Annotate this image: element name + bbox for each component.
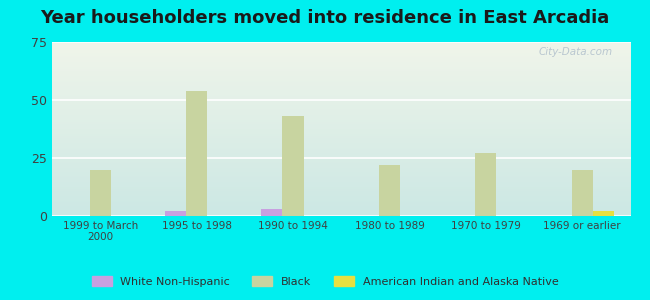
Bar xyxy=(283,116,304,216)
Bar xyxy=(165,212,186,216)
Text: City-Data.com: City-Data.com xyxy=(539,47,613,57)
Text: Year householders moved into residence in East Arcadia: Year householders moved into residence i… xyxy=(40,9,610,27)
Bar xyxy=(186,91,207,216)
Bar xyxy=(90,169,110,216)
Legend: White Non-Hispanic, Black, American Indian and Alaska Native: White Non-Hispanic, Black, American Indi… xyxy=(87,272,563,291)
Bar xyxy=(261,209,283,216)
Bar xyxy=(572,169,593,216)
Bar xyxy=(475,153,497,216)
Bar xyxy=(379,165,400,216)
Bar xyxy=(593,212,614,216)
